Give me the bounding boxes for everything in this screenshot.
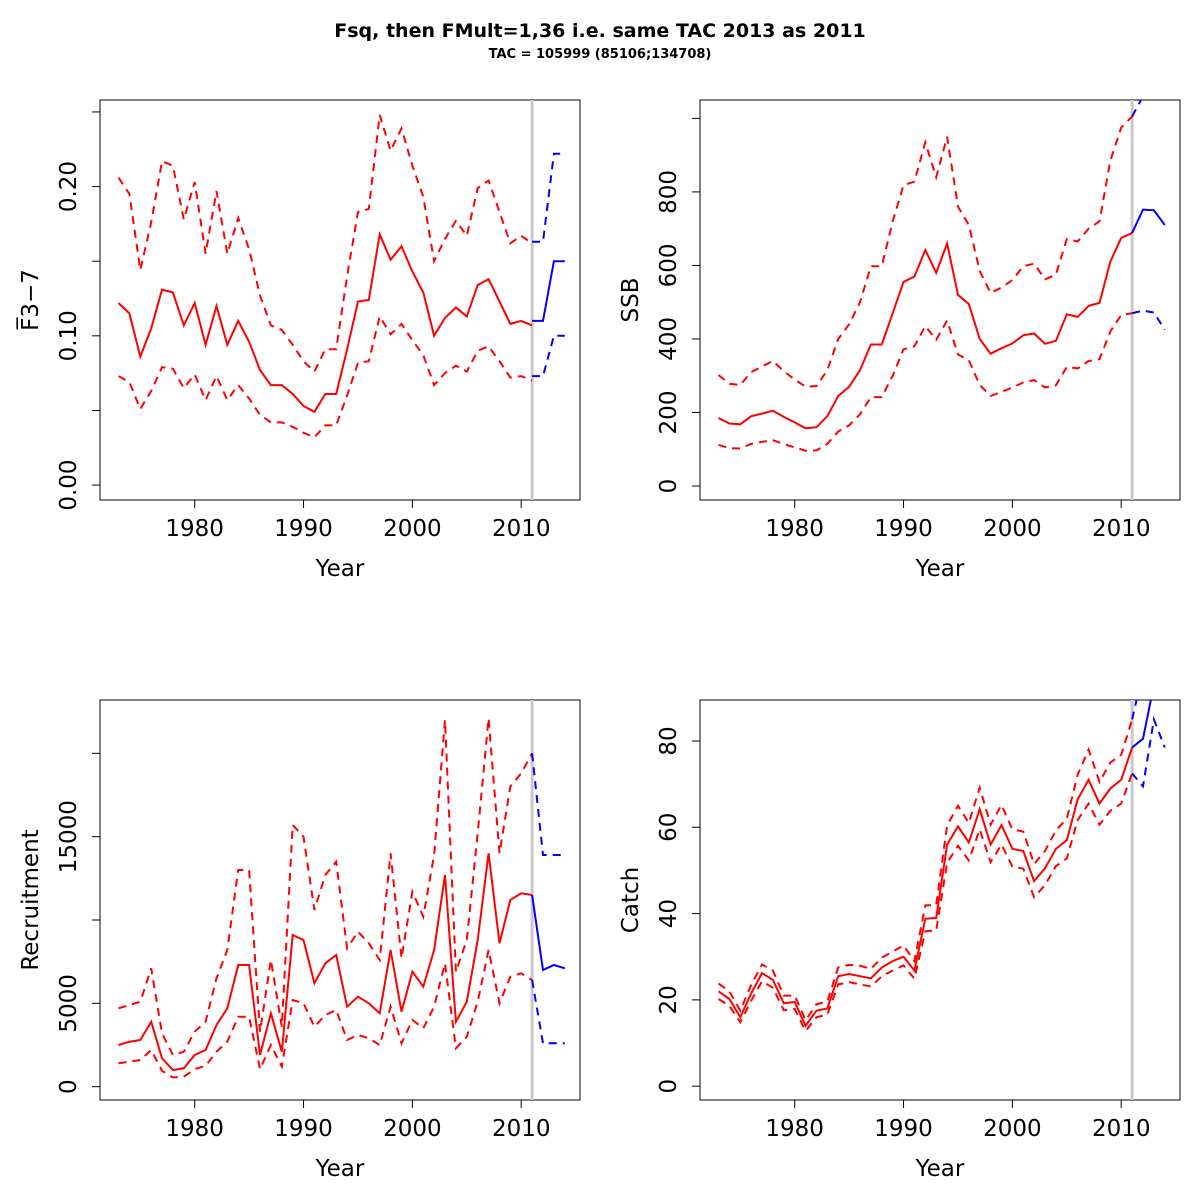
y-tick-label: 15000 (56, 800, 82, 873)
series-forecast-lower (1131, 309, 1166, 331)
y-tick-label: 40 (656, 899, 682, 928)
panel-ssb: 1980 1990 2000 2010 0 200 400 600 800 Year SSB (618, 99, 1181, 582)
series-upper (717, 115, 1133, 388)
y-axis-title: SSB (618, 278, 644, 323)
series-forecast-lower (532, 334, 565, 378)
y-tick-label: 5000 (56, 974, 82, 1033)
x-tick-label: 1990 (874, 1116, 933, 1142)
series-forecast-median (531, 894, 566, 972)
x-tick-label: 2000 (383, 516, 442, 542)
y-tick-label: 0.20 (56, 161, 82, 212)
y-tick-label: 0.10 (56, 310, 82, 361)
plot-box-ssb (699, 99, 1181, 501)
y-tick-label: 0 (656, 479, 682, 494)
y-tick-label: 800 (656, 170, 682, 214)
y-tick-label: 80 (656, 726, 682, 755)
x-tick-label: 2000 (383, 1116, 442, 1142)
panel-recruitment: 1980 1990 2000 2010 0 5000 15000 Year Recruitmen… (18, 699, 581, 1182)
plot-box-catch (699, 699, 1181, 1101)
series-forecast-median (1131, 700, 1152, 749)
x-tick-label: 1980 (765, 516, 824, 542)
series-lower (118, 949, 533, 1079)
y-axis-title: Recruitment (18, 829, 44, 970)
series-forecast-upper (531, 753, 565, 856)
x-tick-label: 1980 (765, 1116, 824, 1142)
x-tick-label: 1980 (165, 1116, 224, 1142)
x-tick-label: 1990 (274, 516, 333, 542)
x-tick-label: 2010 (1092, 516, 1151, 542)
panel-catch: 1980 1990 2000 2010 0 20 40 60 80 Year Catch (618, 699, 1181, 1182)
series-upper (117, 114, 533, 374)
y-tick-label: 0.00 (56, 459, 82, 510)
plot-box-recruitment (99, 699, 581, 1101)
x-tick-label: 2010 (492, 516, 551, 542)
series-forecast-upper (532, 152, 565, 243)
series-median (117, 230, 533, 414)
y-tick-label: 0 (656, 1079, 682, 1094)
series-forecast-median (1131, 208, 1166, 234)
x-tick-label: 1990 (874, 516, 933, 542)
y-tick-label: 600 (656, 243, 682, 287)
y-tick-label: 60 (656, 813, 682, 842)
plot-box-f (99, 99, 581, 501)
series-median (718, 232, 1133, 430)
series-median (717, 747, 1134, 1028)
x-tick-label: 2000 (983, 516, 1042, 542)
x-tick-label: 1980 (165, 516, 224, 542)
chart-title: Fsq, then FMult=1,36 i.e. same TAC 2013 … (334, 20, 866, 42)
x-tick-label: 2010 (1092, 1116, 1151, 1142)
x-tick-label: 2010 (492, 1116, 551, 1142)
series-upper (717, 719, 1134, 1023)
series-forecast-upper (1131, 100, 1143, 117)
y-tick-label: 20 (656, 985, 682, 1014)
panel-f: 1980 1990 2000 2010 0.00 0.10 0.20 Year F̅3−7 (16, 99, 581, 582)
series-forecast-lower (531, 979, 565, 1045)
y-axis-title: F̅3−7 (16, 269, 44, 331)
series-median (118, 853, 533, 1072)
series-lower (118, 313, 533, 439)
y-tick-label: 400 (656, 317, 682, 361)
y-tick-label: 0 (56, 1079, 82, 1094)
x-axis-title: Year (315, 556, 365, 582)
series-lower (717, 773, 1134, 1033)
x-axis-title: Year (915, 556, 965, 582)
y-axis-title: Catch (618, 867, 644, 933)
x-tick-label: 2000 (983, 1116, 1042, 1142)
x-tick-label: 1990 (274, 1116, 333, 1142)
x-axis-title: Year (915, 1156, 965, 1182)
series-forecast-lower (1131, 715, 1166, 789)
chart-subtitle: TAC = 105999 (85106;134708) (488, 47, 712, 62)
y-tick-label: 200 (656, 391, 682, 435)
series-upper (118, 718, 533, 1057)
series-lower (718, 312, 1133, 452)
x-axis-title: Year (315, 1156, 365, 1182)
series-forecast-median (532, 260, 565, 322)
